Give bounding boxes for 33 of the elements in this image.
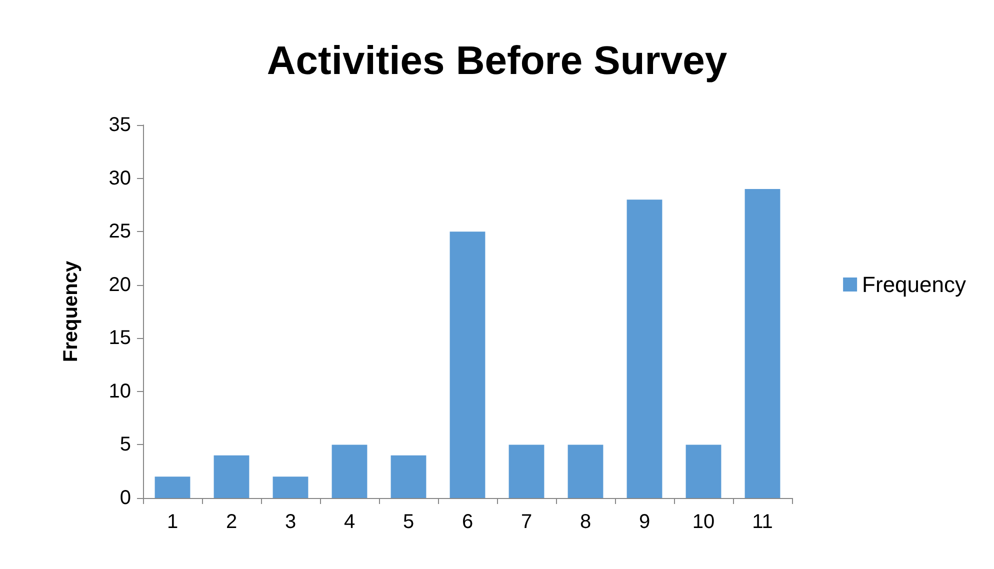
x-tick-label: 3: [284, 511, 296, 533]
x-tick-label: 9: [638, 511, 650, 533]
bar: [626, 200, 662, 498]
y-tick-label: 15: [108, 327, 131, 350]
y-tick-label: 20: [108, 274, 131, 296]
x-tick-label: 11: [752, 511, 773, 533]
legend-label: Frequency: [862, 272, 966, 297]
y-tick-label: 30: [108, 167, 131, 190]
x-tick-label: 5: [402, 511, 414, 533]
y-tick-label: 0: [120, 487, 131, 509]
bar: [332, 444, 368, 498]
y-axis-title: Frequency: [60, 260, 82, 362]
bar: [272, 476, 308, 498]
chart-title: Activities Before Survey: [266, 39, 728, 83]
bar: [214, 455, 250, 498]
x-tick-label: 4: [344, 511, 356, 533]
y-tick-label: 35: [108, 114, 131, 136]
y-tick-label: 5: [120, 434, 131, 456]
x-tick-label: 7: [520, 511, 532, 533]
x-tick-label: 10: [692, 511, 715, 533]
x-tick-label: 1: [166, 511, 178, 533]
bar: [154, 476, 190, 498]
x-tick-label: 6: [462, 511, 474, 533]
x-tick-label: 2: [226, 511, 238, 533]
bar: [686, 444, 722, 498]
bar: [508, 444, 544, 498]
bar: [744, 188, 780, 498]
bar: [390, 455, 426, 498]
y-tick-label: 10: [108, 380, 131, 402]
bar: [568, 444, 604, 498]
x-tick-label: 8: [580, 511, 592, 533]
y-tick-label: 25: [108, 220, 131, 243]
bar: [450, 232, 486, 498]
